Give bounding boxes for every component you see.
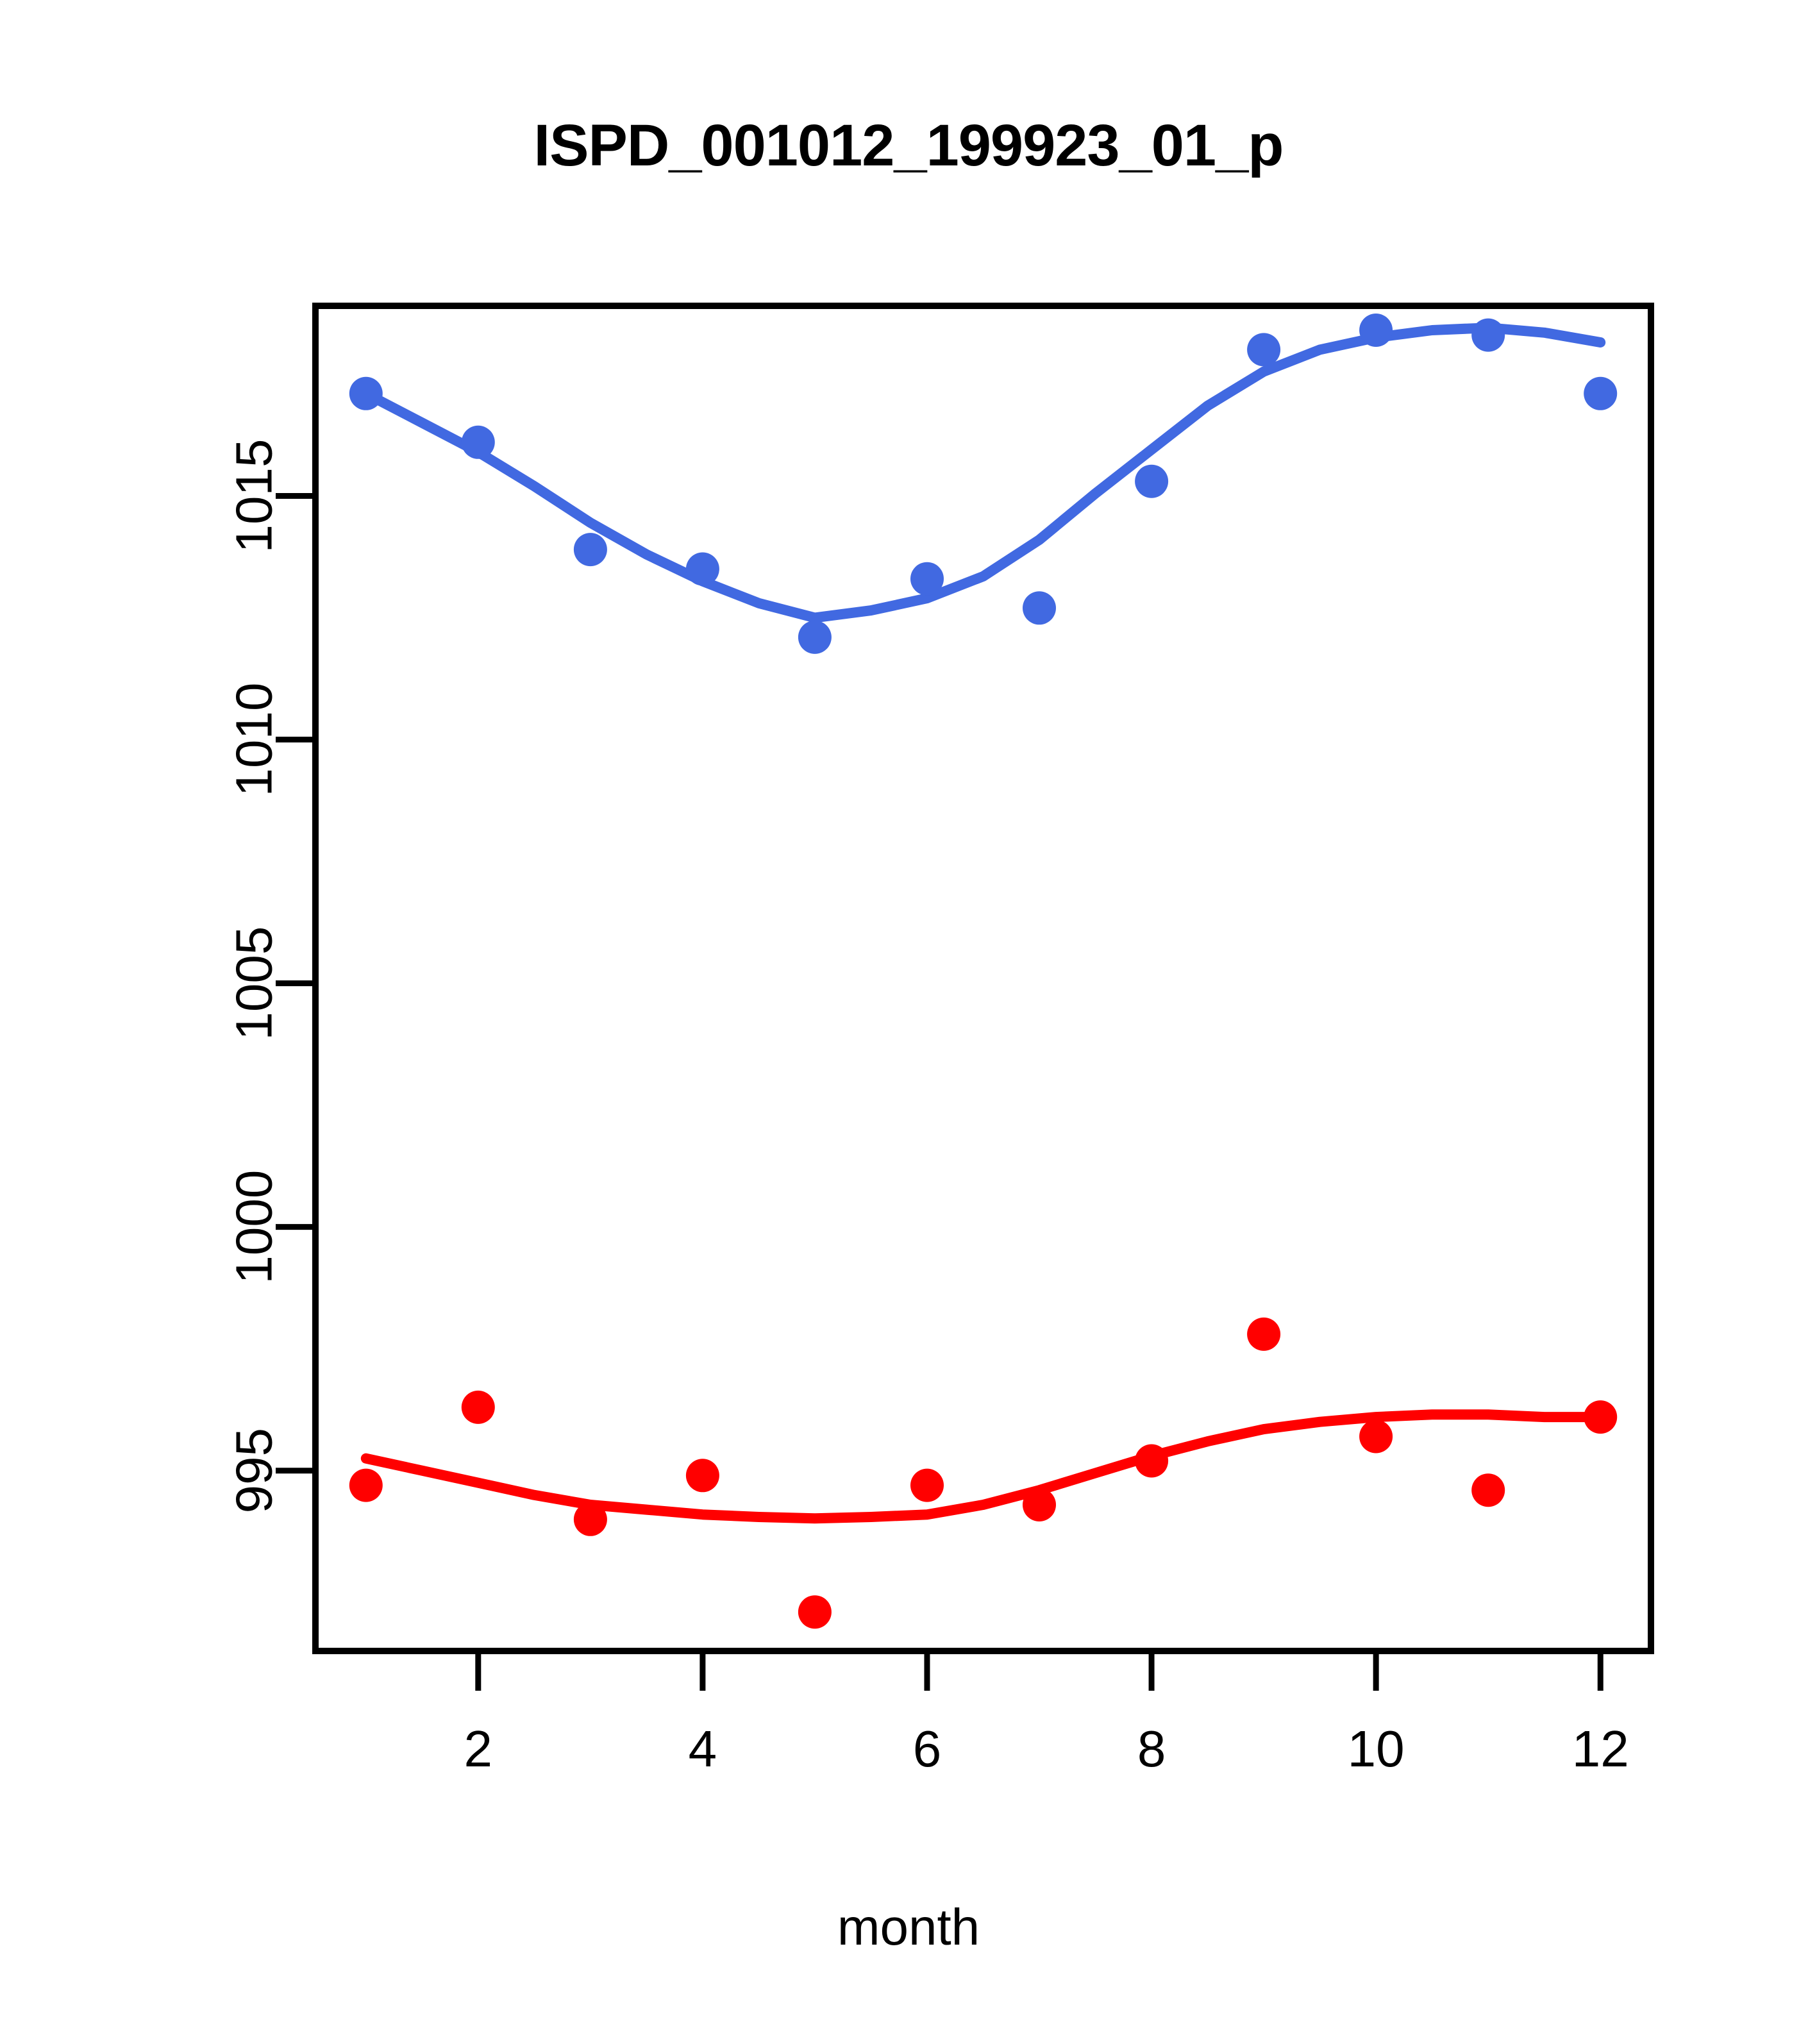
y-axis-tick-label: 1010 — [226, 683, 283, 797]
data-point — [1247, 333, 1281, 367]
x-axis-ticks — [475, 1651, 1603, 1691]
data-point — [798, 1595, 832, 1629]
data-point — [1359, 1420, 1393, 1453]
x-axis-tick-label: 6 — [913, 1720, 942, 1777]
data-point — [910, 562, 944, 596]
data-point — [1584, 376, 1618, 410]
x-axis-tick-labels: 2 4 6 8 10 12 — [464, 1720, 1629, 1777]
series-smooth-lines — [360, 323, 1606, 1524]
y-axis-tick-label: 1005 — [226, 926, 283, 1041]
data-point — [1135, 1444, 1169, 1478]
data-point — [1584, 1400, 1618, 1434]
y-axis-tick-label: 1015 — [226, 439, 283, 553]
data-point — [1247, 1317, 1281, 1351]
data-point — [461, 1390, 495, 1424]
data-point — [1023, 1488, 1056, 1521]
x-axis-tick-label: 8 — [1137, 1720, 1166, 1777]
data-point — [1471, 1473, 1505, 1507]
data-point — [910, 1468, 944, 1502]
data-point — [1471, 318, 1505, 352]
x-axis-tick-label: 4 — [689, 1720, 717, 1777]
data-point — [798, 620, 832, 654]
data-point — [1135, 464, 1169, 498]
page-title: ISPD_001012_199923_01_p — [533, 113, 1284, 178]
data-point — [685, 552, 719, 586]
data-point — [573, 533, 607, 567]
x-axis-label: month — [837, 1898, 980, 1956]
y-axis-ticks — [276, 492, 315, 1474]
x-axis-tick-label: 2 — [464, 1720, 493, 1777]
series-data-points — [349, 314, 1618, 1629]
data-point — [685, 1459, 719, 1493]
trend-line-red-series — [360, 1409, 1606, 1524]
trend-line-blue-series — [360, 323, 1606, 623]
y-axis-tick-labels: 995 1000 1005 1010 1015 — [226, 439, 283, 1513]
data-point — [461, 425, 495, 459]
data-point — [1023, 591, 1056, 625]
data-point — [1359, 314, 1393, 347]
x-axis-tick-label: 12 — [1572, 1720, 1629, 1777]
plot-frame — [312, 303, 1654, 1654]
y-axis-tick-label: 995 — [226, 1428, 283, 1513]
data-point — [349, 1468, 383, 1502]
data-point — [573, 1502, 607, 1536]
data-point — [349, 376, 383, 410]
y-axis-tick-label: 1000 — [226, 1170, 283, 1284]
plot-border — [312, 303, 1654, 1654]
x-axis-tick-label: 10 — [1348, 1720, 1405, 1777]
